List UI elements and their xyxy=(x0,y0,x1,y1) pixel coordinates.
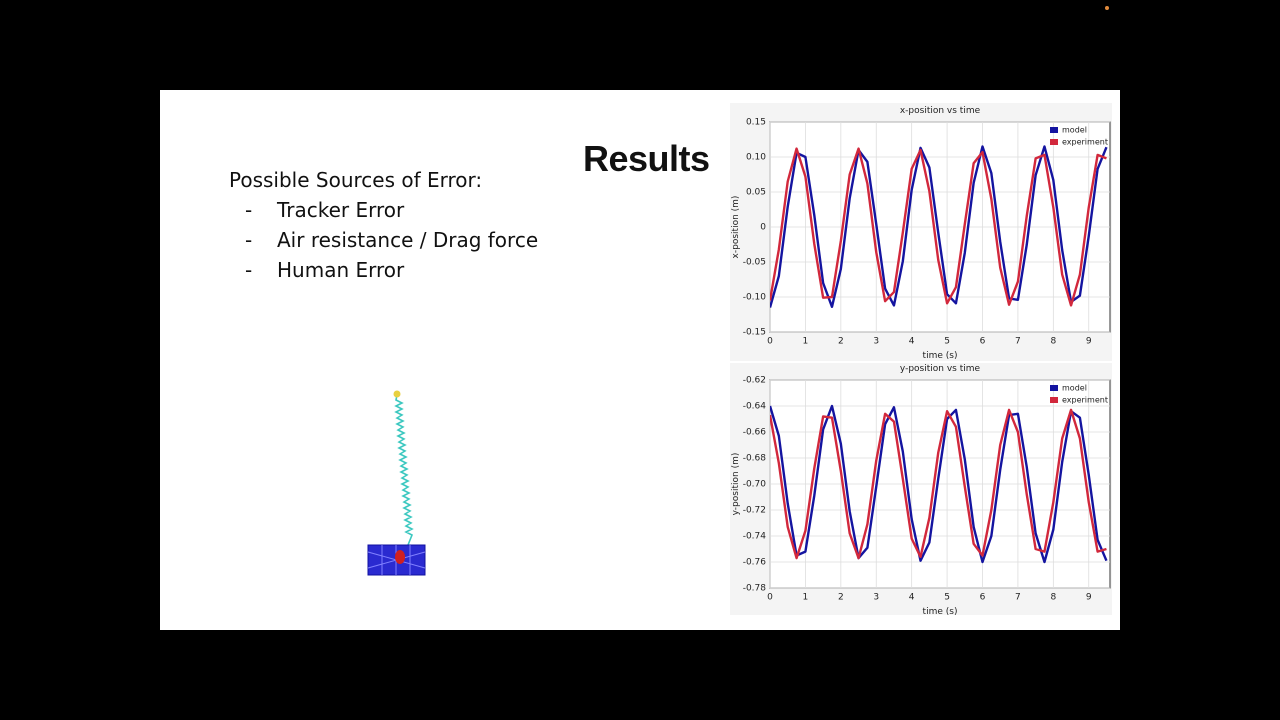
bullet: Tracker Error xyxy=(245,198,538,222)
spring-drawing xyxy=(367,390,426,576)
y-tick-label: -0.10 xyxy=(743,293,767,303)
y-tick-label: -0.68 xyxy=(743,454,767,464)
x-tick-label: 8 xyxy=(1050,593,1056,603)
y-tick-label: 0.05 xyxy=(746,188,766,198)
x-tick-label: 6 xyxy=(980,593,986,603)
x-tick-label: 9 xyxy=(1086,593,1092,603)
y-tick-label: 0 xyxy=(760,223,766,233)
legend-swatch xyxy=(1050,127,1058,133)
x-tick-label: 3 xyxy=(873,593,879,603)
legend-swatch xyxy=(1050,385,1058,391)
x-tick-label: 3 xyxy=(873,337,879,347)
x-tick-label: 9 xyxy=(1086,337,1092,347)
slide-title: Results xyxy=(583,138,710,179)
y-tick-label: -0.05 xyxy=(743,258,766,268)
bullets: Tracker Error Air resistance / Drag forc… xyxy=(229,198,538,282)
error-heading: Possible Sources of Error: xyxy=(229,168,483,192)
y-tick-label: -0.62 xyxy=(743,376,766,386)
x-tick-label: 5 xyxy=(944,337,950,347)
y-tick-label: -0.70 xyxy=(743,480,767,490)
legend-label: model xyxy=(1062,384,1087,393)
data-line xyxy=(770,145,1108,308)
y-tick-label: 0.15 xyxy=(746,118,766,128)
x-tick-label: 2 xyxy=(838,337,844,347)
y-axis-label: y-position (m) xyxy=(731,453,741,516)
x-tick-label: 5 xyxy=(944,593,950,603)
x-tick-label: 0 xyxy=(767,593,773,603)
x-tick-label: 1 xyxy=(803,337,809,347)
error-list: Possible Sources of Error: Tracker Error… xyxy=(229,168,538,288)
x-tick-label: 1 xyxy=(803,593,809,603)
legend-swatch xyxy=(1050,397,1058,403)
cursor-dot xyxy=(1105,6,1109,10)
y-tick-label: -0.64 xyxy=(743,402,767,412)
x-tick-label: 4 xyxy=(909,593,915,603)
x-tick-label: 4 xyxy=(909,337,915,347)
x-tick-label: 6 xyxy=(980,337,986,347)
y-tick-label: -0.15 xyxy=(743,328,766,338)
chart-title: x-position vs time xyxy=(900,106,981,116)
y-tick-label: -0.78 xyxy=(743,584,767,594)
legend-swatch xyxy=(1050,139,1058,145)
x-tick-label: 8 xyxy=(1050,337,1056,347)
chart: 0 1 2 3 4 5 6 7 8 9 -0.78 -0.76 -0.74 -0.72 -0.70 -0.68… xyxy=(730,363,1112,617)
x-axis-label: time (s) xyxy=(923,607,958,617)
bullet: Human Error xyxy=(245,258,538,282)
x-tick-label: 7 xyxy=(1015,337,1021,347)
y-tick-label: -0.66 xyxy=(743,428,767,438)
x-tick-label: 2 xyxy=(838,593,844,603)
chart: 0 1 2 3 4 5 6 7 8 9 -0.15 -0.10 -0.05 0 0.05 0.10 0.15 x-… xyxy=(730,103,1112,361)
chart-title: y-position vs time xyxy=(900,364,981,374)
y-tick-label: 0.10 xyxy=(746,153,766,163)
x-tick-label: 0 xyxy=(767,337,773,347)
data-line xyxy=(770,408,1107,560)
data-line xyxy=(770,404,1108,564)
bullet: Air resistance / Drag force xyxy=(245,228,538,252)
legend-label: experiment xyxy=(1062,138,1108,147)
y-axis-label: x-position (m) xyxy=(731,196,741,259)
x-tick-label: 7 xyxy=(1015,593,1021,603)
y-tick-label: -0.76 xyxy=(743,558,767,568)
legend-label: experiment xyxy=(1062,396,1108,405)
x-axis-label: time (s) xyxy=(923,351,958,361)
y-tick-label: -0.74 xyxy=(743,532,767,542)
y-tick-label: -0.72 xyxy=(743,506,766,516)
legend-label: model xyxy=(1062,126,1087,135)
simulation xyxy=(367,390,426,576)
data-line xyxy=(770,147,1107,307)
